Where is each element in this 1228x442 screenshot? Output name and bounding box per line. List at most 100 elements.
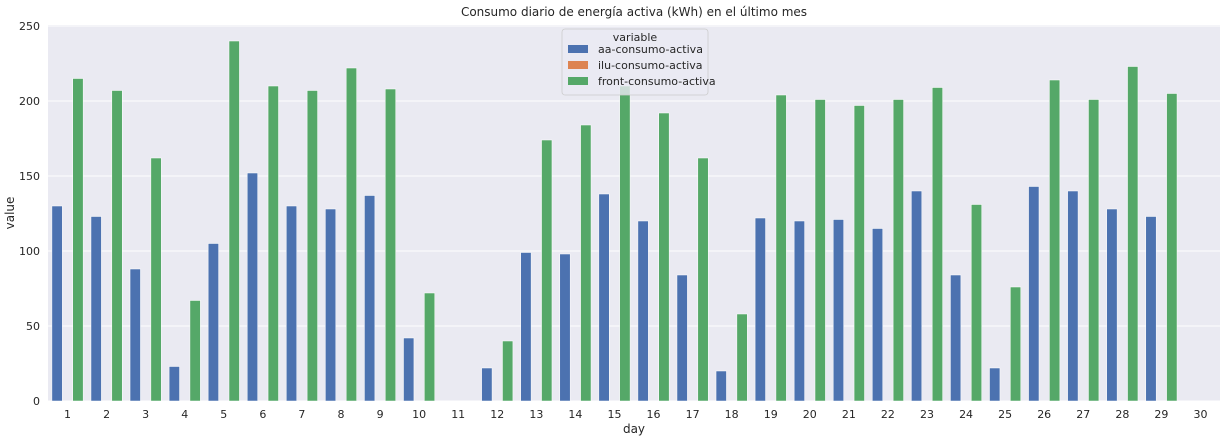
y-tick-label: 200 — [19, 95, 40, 108]
x-tick-label: 7 — [298, 408, 305, 421]
bar-front-consumo-activa-day-22 — [892, 99, 904, 402]
bar-aa-consumo-activa-day-26 — [1028, 186, 1040, 402]
bar-front-consumo-activa-day-23 — [931, 87, 943, 402]
x-tick-label: 14 — [568, 408, 582, 421]
bar-aa-consumo-activa-day-4 — [168, 366, 180, 402]
bar-aa-consumo-activa-day-1 — [51, 205, 63, 402]
bar-front-consumo-activa-day-16 — [658, 112, 670, 402]
bar-front-consumo-activa-day-19 — [775, 94, 787, 402]
bar-aa-consumo-activa-day-17 — [676, 274, 688, 402]
bar-aa-consumo-activa-day-9 — [364, 195, 376, 402]
y-tick-label: 100 — [19, 245, 40, 258]
y-axis-label: value — [3, 197, 17, 230]
bar-aa-consumo-activa-day-21 — [832, 219, 844, 402]
x-tick-label: 10 — [412, 408, 426, 421]
x-tick-label: 30 — [1193, 408, 1207, 421]
x-tick-label: 24 — [959, 408, 973, 421]
bars — [51, 40, 1178, 402]
bar-front-consumo-activa-day-7 — [306, 90, 318, 402]
y-tick-label: 150 — [19, 170, 40, 183]
bar-aa-consumo-activa-day-13 — [520, 252, 532, 402]
bar-aa-consumo-activa-day-7 — [286, 205, 297, 402]
bar-front-consumo-activa-day-18 — [736, 313, 748, 402]
bar-aa-consumo-activa-day-12 — [481, 367, 493, 402]
bar-front-consumo-activa-day-17 — [697, 157, 709, 402]
x-axis-label: day — [623, 422, 645, 436]
x-tick-label: 5 — [220, 408, 227, 421]
bar-front-consumo-activa-day-6 — [267, 85, 279, 402]
x-tick-label: 4 — [181, 408, 188, 421]
bar-aa-consumo-activa-day-8 — [325, 208, 337, 402]
chart-title: Consumo diario de energía activa (kWh) e… — [461, 5, 807, 19]
bar-front-consumo-activa-day-15 — [619, 85, 631, 402]
bar-aa-consumo-activa-day-6 — [246, 172, 258, 402]
bar-aa-consumo-activa-day-19 — [754, 217, 766, 402]
legend-label-ilu-consumo-activa: ilu-consumo-activa — [598, 59, 703, 72]
bar-aa-consumo-activa-day-23 — [911, 190, 923, 402]
bar-aa-consumo-activa-day-14 — [559, 253, 571, 402]
bar-front-consumo-activa-day-9 — [385, 88, 396, 402]
x-tick-label: 29 — [1154, 408, 1168, 421]
x-tick-label: 26 — [1037, 408, 1051, 421]
bar-front-consumo-activa-day-28 — [1127, 66, 1139, 402]
bar-front-consumo-activa-day-8 — [345, 67, 357, 402]
x-tick-label: 22 — [881, 408, 895, 421]
legend-box — [561, 28, 709, 96]
bar-front-consumo-activa-day-21 — [853, 105, 865, 402]
x-tick-label: 27 — [1076, 408, 1090, 421]
y-tick-label: 250 — [19, 20, 40, 33]
bar-aa-consumo-activa-day-5 — [207, 243, 219, 402]
x-tick-labels: 1 2 3 4 5 6 7 8 9 10 11 12 13 14 15 16 17 18 19 20 21 22 23 24 2… — [64, 408, 1207, 421]
bar-aa-consumo-activa-day-16 — [637, 220, 649, 402]
bar-aa-consumo-activa-day-25 — [989, 367, 1001, 402]
bar-aa-consumo-activa-day-2 — [90, 216, 102, 402]
x-tick-label: 1 — [64, 408, 71, 421]
bar-front-consumo-activa-day-2 — [111, 90, 123, 402]
bar-aa-consumo-activa-day-29 — [1145, 216, 1157, 402]
x-tick-label: 6 — [259, 408, 266, 421]
bar-aa-consumo-activa-day-3 — [129, 268, 141, 402]
x-tick-label: 15 — [607, 408, 621, 421]
bar-front-consumo-activa-day-25 — [1010, 286, 1022, 402]
bar-front-consumo-activa-day-4 — [189, 300, 201, 402]
x-tick-label: 19 — [764, 408, 778, 421]
y-tick-label: 0 — [33, 395, 40, 408]
bar-front-consumo-activa-day-1 — [72, 78, 84, 402]
bar-front-consumo-activa-day-5 — [228, 40, 240, 402]
bar-front-consumo-activa-day-13 — [541, 139, 553, 402]
legend: variable aa-consumo-activa ilu-consumo-ac… — [561, 28, 716, 96]
bar-front-consumo-activa-day-10 — [424, 292, 436, 402]
bar-front-consumo-activa-day-20 — [814, 99, 826, 402]
bar-front-consumo-activa-day-29 — [1166, 93, 1178, 402]
bar-front-consumo-activa-day-26 — [1049, 79, 1061, 402]
legend-items: aa-consumo-activa ilu-consumo-activa front… — [568, 43, 716, 88]
x-tick-label: 11 — [451, 408, 465, 421]
bar-front-consumo-activa-day-27 — [1088, 99, 1100, 402]
x-tick-label: 20 — [803, 408, 817, 421]
y-tick-label: 50 — [26, 320, 40, 333]
legend-swatch-aa-consumo-activa — [568, 45, 588, 53]
bar-front-consumo-activa-day-14 — [580, 124, 592, 402]
x-tick-label: 13 — [529, 408, 543, 421]
bar-aa-consumo-activa-day-24 — [950, 274, 962, 402]
legend-label-aa-consumo-activa: aa-consumo-activa — [598, 43, 703, 56]
legend-swatch-ilu-consumo-activa — [568, 61, 588, 69]
bar-front-consumo-activa-day-12 — [502, 340, 514, 402]
x-tick-label: 12 — [490, 408, 504, 421]
bar-aa-consumo-activa-day-10 — [403, 337, 415, 402]
x-tick-label: 28 — [1115, 408, 1129, 421]
x-tick-label: 2 — [103, 408, 110, 421]
x-tick-label: 16 — [647, 408, 661, 421]
x-tick-label: 23 — [920, 408, 934, 421]
x-tick-label: 21 — [842, 408, 856, 421]
bar-aa-consumo-activa-day-18 — [715, 370, 727, 402]
bar-aa-consumo-activa-day-28 — [1106, 208, 1118, 402]
bar-aa-consumo-activa-day-22 — [872, 228, 883, 402]
gridlines — [48, 25, 1220, 402]
bar-front-consumo-activa-day-24 — [971, 204, 982, 402]
bar-aa-consumo-activa-day-20 — [793, 220, 805, 402]
x-tick-label: 3 — [142, 408, 149, 421]
x-tick-label: 8 — [338, 408, 345, 421]
y-tick-labels: 0 50 100 150 200 250 — [19, 20, 40, 408]
